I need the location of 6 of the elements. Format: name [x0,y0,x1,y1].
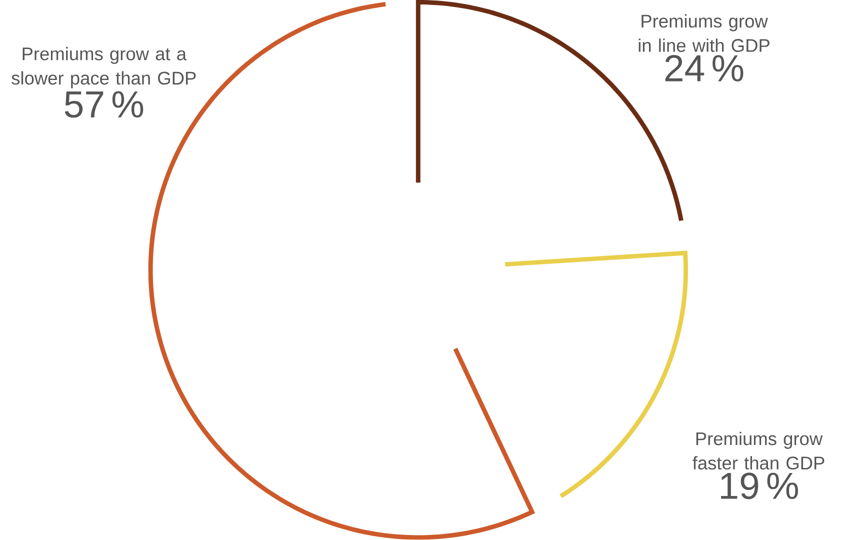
data-label: 19 % [721,472,798,500]
data-label: 24 % [665,55,744,82]
data-label: 57 % [64,91,144,118]
slice-label: Premiums grow at a slower pace than GDP [12,47,196,88]
slice-label: Premiums grow faster than GDP [692,432,824,470]
slice-label: Premiums grow in line with GDP [638,14,770,52]
